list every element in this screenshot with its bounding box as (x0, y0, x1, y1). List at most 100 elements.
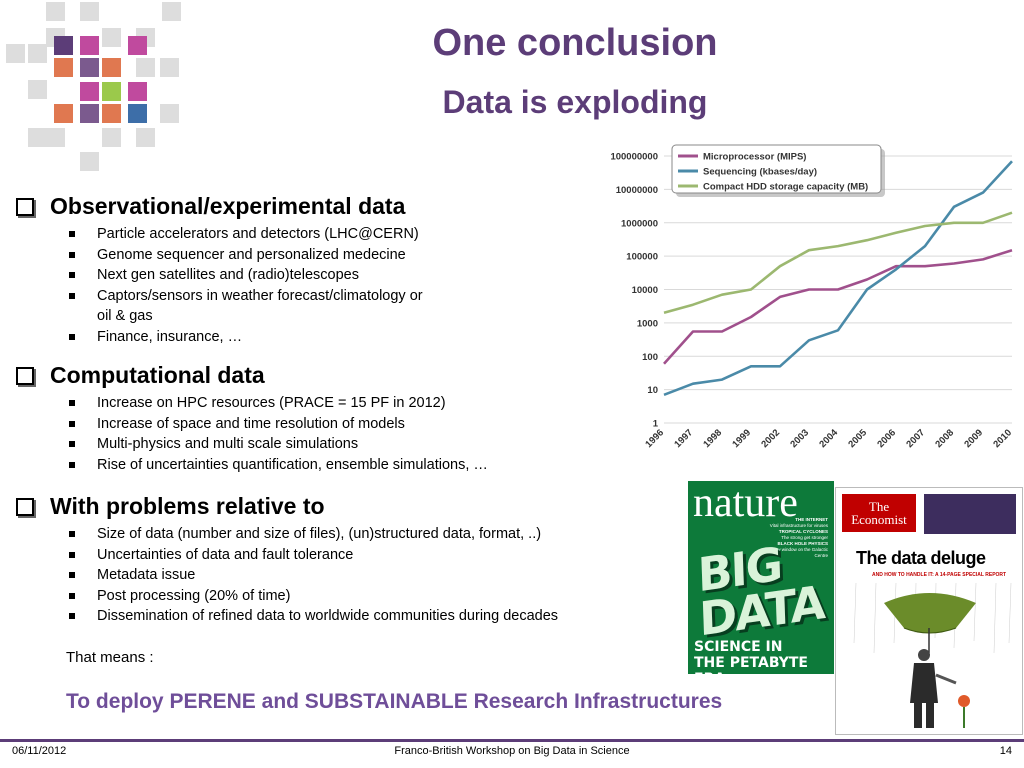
logo-tile (128, 104, 147, 123)
footer-date: 06/11/2012 (12, 745, 67, 757)
nature-side-line: TROPICAL CYCLONES (778, 529, 828, 534)
bullet-list: Particle accelerators and detectors (LHC… (16, 224, 423, 347)
nature-side-line: BLACK HOLE PHYSICS (777, 541, 828, 546)
nature-side-line: A new window on the Galactic Centre (768, 547, 828, 558)
y-tick-label: 100000000 (610, 152, 658, 163)
logo-tile (102, 58, 121, 77)
nature-side-line: The strong get stronger (781, 535, 828, 540)
legend-label: Microprocessor (MIPS) (703, 152, 806, 163)
that-means-text: That means : (66, 649, 154, 666)
bullet-item: Next gen satellites and (radio)telescope… (69, 265, 423, 286)
y-tick-label: 1 (653, 419, 659, 430)
deploy-statement: To deploy PERENE and SUBSTAINABLE Resear… (66, 690, 723, 713)
nature-cover-image: nature THE INTERNET Vital infrastructure… (688, 481, 834, 674)
logo-tile (28, 44, 47, 63)
economist-logo: The Economist (842, 494, 916, 532)
legend-label: Sequencing (kbases/day) (703, 167, 817, 178)
legend-box (671, 144, 882, 194)
x-tick-label: 2004 (817, 427, 840, 450)
slide-title: One conclusion (432, 22, 718, 64)
bullet-item: Metadata issue (68, 565, 558, 586)
checkbox-bullet-icon (16, 366, 34, 385)
section-heading: Computational data (16, 362, 488, 389)
logo-tile (28, 128, 47, 147)
x-tick-label: 2006 (875, 427, 898, 450)
logo-tile (54, 36, 73, 55)
logo-tile (80, 82, 99, 101)
logo (0, 0, 200, 180)
section-heading-text: Computational data (50, 362, 265, 388)
logo-tile (136, 128, 155, 147)
section-computational: Computational data Increase on HPC resou… (16, 362, 488, 475)
nature-bottom-text: SCIENCE IN THE PETABYTE ERA (694, 639, 808, 674)
checkbox-bullet-icon (16, 197, 34, 216)
series-line (663, 211, 1013, 315)
x-tick-label: 2009 (962, 427, 985, 450)
bullet-item: Post processing (20% of time) (68, 586, 558, 607)
logo-tile (80, 104, 99, 123)
y-tick-label: 1000000 (621, 218, 658, 229)
slide-subtitle: Data is exploding (442, 84, 708, 120)
logo-tile (54, 58, 73, 77)
logo-tile (46, 128, 65, 147)
logo-tile (160, 104, 179, 123)
logo-tile (102, 128, 121, 147)
x-tick-label: 1997 (672, 427, 695, 450)
bullet-item: Finance, insurance, … (69, 327, 423, 348)
logo-tile (128, 36, 147, 55)
section-heading-text: With problems relative to (50, 493, 325, 519)
bullet-text-continued: oil & gas (97, 308, 153, 324)
x-tick-label: 1998 (701, 427, 724, 450)
bullet-item: Increase on HPC resources (PRACE = 15 PF… (69, 393, 488, 414)
nature-side-text: THE INTERNET Vital infrastructure for vi… (764, 517, 828, 559)
bullet-item: Dissemination of refined data to worldwi… (68, 606, 558, 627)
bullet-item: Captors/sensors in weather forecast/clim… (69, 286, 423, 327)
logo-tile (54, 104, 73, 123)
bullet-list: Increase on HPC resources (PRACE = 15 PF… (16, 393, 488, 475)
section-problems: With problems relative to Size of data (… (16, 493, 558, 627)
logo-tile (28, 80, 47, 99)
logo-tile (80, 58, 99, 77)
logo-tile (136, 58, 155, 77)
x-tick-label: 1996 (643, 427, 666, 450)
legend-label: Compact HDD storage capacity (MB) (703, 182, 868, 193)
economist-cover-image: The Economist The data deluge AND HOW TO… (835, 487, 1023, 735)
x-tick-label: 1999 (730, 427, 753, 450)
x-tick-label: 2003 (788, 427, 811, 450)
bullet-item: Uncertainties of data and fault toleranc… (68, 545, 558, 566)
y-tick-label: 10 (647, 385, 658, 396)
bullet-list: Size of data (number and size of files),… (16, 524, 558, 627)
x-tick-label: 2008 (933, 427, 956, 450)
logo-tile (128, 82, 147, 101)
y-tick-label: 10000 (632, 285, 658, 296)
logo-tile (80, 36, 99, 55)
logo-tile (162, 2, 181, 21)
y-tick-label: 1000 (637, 318, 658, 329)
y-tick-label: 100 (642, 352, 658, 363)
footer-event: Franco-British Workshop on Big Data in S… (394, 745, 630, 757)
economist-subline: AND HOW TO HANDLE IT: A 14-PAGE SPECIAL … (872, 572, 1007, 578)
economist-headline: The data deluge (856, 548, 986, 568)
logo-tile (80, 152, 99, 171)
bullet-item: Multi-physics and multi scale simulation… (69, 434, 488, 455)
logo-tile (6, 44, 25, 63)
bullet-text: Captors/sensors in weather forecast/clim… (97, 287, 423, 304)
bullet-item: Particle accelerators and detectors (LHC… (69, 224, 423, 245)
logo-tile (46, 2, 65, 21)
bullet-item: Size of data (number and size of files),… (68, 524, 558, 545)
checkbox-bullet-icon (16, 497, 34, 516)
nature-side-line: THE INTERNET (795, 517, 828, 522)
umbrella-man-illustration (853, 583, 1012, 728)
series-line (663, 160, 1013, 397)
logo-tile (80, 2, 99, 21)
economist-teaser-bar (924, 494, 1016, 534)
x-tick-label: 2002 (759, 427, 782, 450)
footer-page-number: 14 (999, 745, 1012, 757)
logo-tile (160, 58, 179, 77)
section-observational: Observational/experimental data Particle… (16, 193, 423, 347)
bullet-item: Increase of space and time resolution of… (69, 414, 488, 435)
growth-chart: 1 10 100 1000 10000 100000 1000000 10000000 1000… (610, 144, 1014, 450)
nature-big-data-text: BIG DATA (696, 536, 825, 647)
y-tick-label: 100000 (626, 252, 658, 263)
bullet-item: Rise of uncertainties quantification, en… (69, 455, 488, 476)
